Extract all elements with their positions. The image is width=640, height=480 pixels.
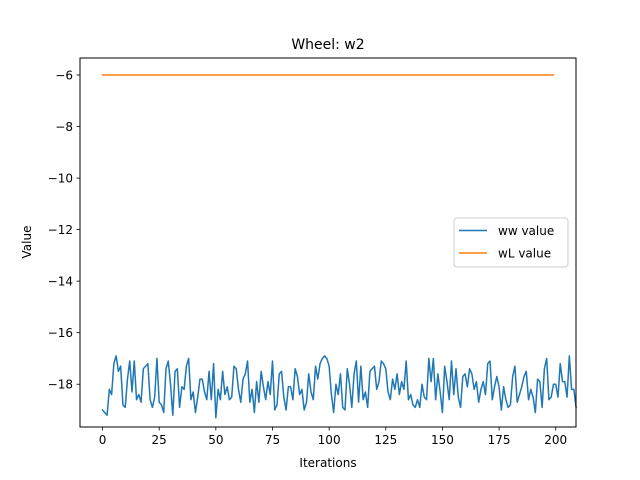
x-tick-label: 200 <box>544 433 567 447</box>
series-line-ww <box>101 355 577 419</box>
x-tick-label: 25 <box>152 433 167 447</box>
y-tick-label: −14 <box>48 275 73 289</box>
x-tick-label: 175 <box>488 433 511 447</box>
x-tick-label: 100 <box>318 433 341 447</box>
chart-title: Wheel: w2 <box>291 37 364 53</box>
legend-label-wl: wL value <box>498 247 551 261</box>
y-tick-label: −18 <box>48 378 73 392</box>
series-layer <box>101 74 577 419</box>
x-tick-label: 125 <box>374 433 397 447</box>
y-tick-label: −6 <box>55 69 73 83</box>
x-tick-label: 75 <box>265 433 280 447</box>
x-tick-label: 50 <box>208 433 223 447</box>
y-tick-label: −10 <box>48 172 73 186</box>
y-tick-label: −16 <box>48 326 73 340</box>
plot-frame <box>79 57 577 428</box>
axis-layer: 0 25 50 75 100 125 150 175 200 −18 −16 −14 −12 −10 −8 −… <box>48 69 568 447</box>
y-axis-label: Value <box>20 226 34 259</box>
y-tick-label: −8 <box>55 120 73 134</box>
legend: ww value wL value <box>453 217 569 268</box>
x-axis-label: Iterations <box>299 456 356 470</box>
legend-label-ww: ww value <box>498 224 554 238</box>
x-tick-label: 150 <box>431 433 454 447</box>
x-tick-label: 0 <box>99 433 107 447</box>
y-tick-label: −12 <box>48 223 73 237</box>
